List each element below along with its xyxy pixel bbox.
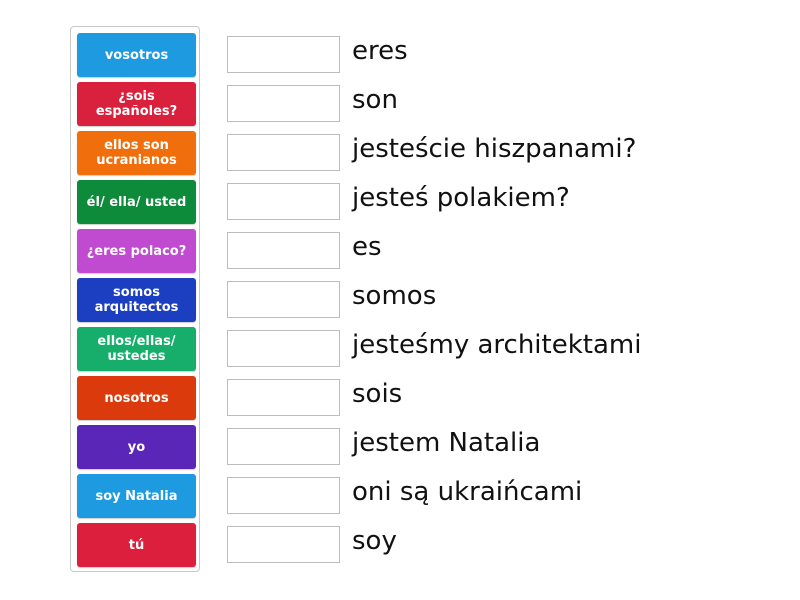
definition-text: jesteście hiszpanami? [352, 134, 637, 164]
definition-text: oni są ukraińcami [352, 477, 583, 507]
answer-tile-label: ellos/ellas/ ustedes [97, 334, 176, 364]
drop-slot[interactable] [227, 281, 340, 318]
definition-text: eres [352, 36, 408, 66]
answer-tiles-panel: vosotros ¿sois españoles? ellos son ucrani… [70, 26, 200, 572]
drop-slot[interactable] [227, 232, 340, 269]
answer-tile-label: tú [128, 537, 145, 553]
answer-tile[interactable]: tú [77, 523, 196, 567]
answer-tile[interactable]: ¿eres polaco? [77, 229, 196, 273]
answer-tile[interactable]: ¿sois españoles? [77, 82, 196, 126]
drop-slot[interactable] [227, 428, 340, 465]
answer-tile[interactable]: ellos/ellas/ ustedes [77, 327, 196, 371]
answer-tile[interactable]: nosotros [77, 376, 196, 420]
drop-slot[interactable] [227, 36, 340, 73]
definition-text: sois [352, 379, 403, 409]
answer-tile[interactable]: soy Natalia [77, 474, 196, 518]
drop-slot[interactable] [227, 85, 340, 122]
answer-tile-label: ellos son ucranianos [96, 138, 177, 168]
drop-slot[interactable] [227, 526, 340, 563]
answer-tile[interactable]: somos arquitectos [77, 278, 196, 322]
answer-tile[interactable]: ellos son ucranianos [77, 131, 196, 175]
drop-slot[interactable] [227, 134, 340, 171]
answer-tile-label: ¿sois españoles? [95, 89, 178, 119]
drop-slot[interactable] [227, 477, 340, 514]
definition-text: jestem Natalia [352, 428, 541, 458]
definition-text: jesteś polakiem? [352, 183, 570, 213]
drop-slot[interactable] [227, 183, 340, 220]
answer-tile-label: vosotros [104, 47, 169, 63]
answer-tile-label: nosotros [104, 390, 169, 406]
drop-slot[interactable] [227, 379, 340, 416]
definition-text: somos [352, 281, 437, 311]
definition-text: es [352, 232, 382, 262]
answer-tile-label: soy Natalia [95, 488, 178, 504]
answer-tile-label: ¿eres polaco? [86, 243, 187, 259]
answer-tile-label: él/ ella/ usted [86, 194, 187, 210]
definition-text: jesteśmy architektami [352, 330, 642, 360]
drop-slot[interactable] [227, 330, 340, 367]
answer-tile[interactable]: vosotros [77, 33, 196, 77]
answer-tile[interactable]: él/ ella/ usted [77, 180, 196, 224]
definition-text: son [352, 85, 398, 115]
answer-tile-label: yo [127, 439, 146, 455]
answer-tile-label: somos arquitectos [94, 285, 179, 315]
definition-text: soy [352, 526, 397, 556]
answer-tile[interactable]: yo [77, 425, 196, 469]
